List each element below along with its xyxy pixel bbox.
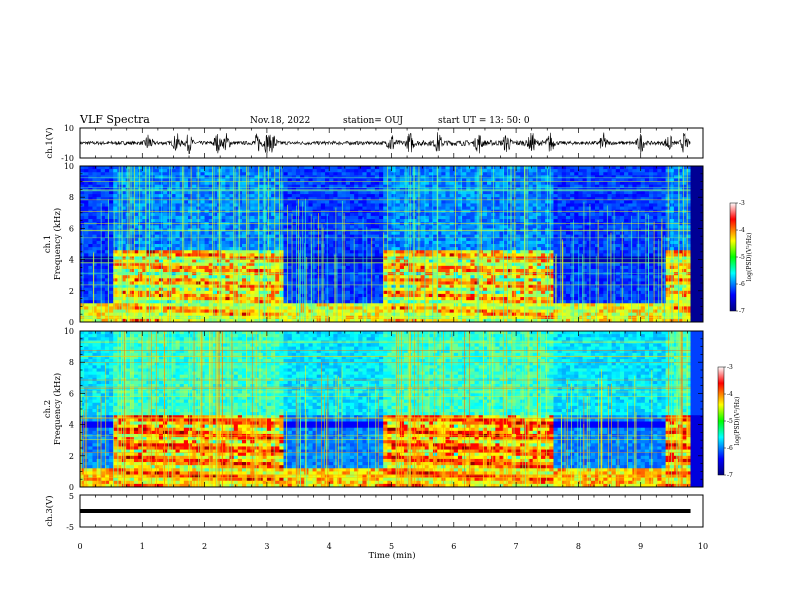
figure-title: VLF Spectra [79,113,150,126]
frequency-tick-label: 2 [69,287,74,296]
ch1-spectrogram-panel: 0 2 4 6 8 10 ch.1 Frequency (kHz) [43,162,704,327]
time-tick-label: 3 [264,542,269,551]
start-ut-label: start UT = 13: 50: 0 [438,116,530,126]
frequency-tick-label: 4 [69,256,74,265]
ch2-colorbar-label: log(PSD)(V²/Hz) [734,397,741,446]
time-tick-label: 4 [327,542,332,551]
station-label: station= OUJ [343,116,403,126]
time-tick-label: 9 [638,542,643,551]
frequency-tick-label: 8 [69,193,74,202]
frequency-tick-label: 10 [64,327,74,336]
ch3-wave-ytick-top: 5 [69,492,74,501]
colorbar-tick-label: -4 [739,227,745,234]
ch3-wave-ylabel: ch.3(V) [44,495,55,526]
time-tick-label: 1 [140,542,145,551]
colorbar-tick-label: -7 [739,308,745,315]
time-tick-label: 5 [389,542,394,551]
ch1-waveform-line [79,132,691,155]
colorbar-tick-label: -7 [727,472,733,479]
colorbar-tick-label: -3 [739,200,745,207]
ch2-spectrogram-panel: 0 2 4 6 8 10 ch.2 Frequency (kHz) [43,327,704,492]
time-axis: 0 1 2 3 4 5 6 7 8 9 10 [77,128,708,551]
date-label: Nov.18, 2022 [250,116,310,126]
ch2-spec-ylabel-frequency: Frequency (kHz) [52,373,63,445]
frequency-tick-label: 8 [69,358,74,367]
ch2-spectrogram-image [80,331,703,487]
time-tick-label: 8 [576,542,581,551]
frequency-tick-label: 10 [64,162,74,171]
ch3-wave-ytick-bottom: -5 [66,523,74,532]
colorbar-tick-label: -6 [727,445,733,452]
colorbar-tick-label: -5 [739,254,745,261]
frequency-tick-label: 4 [69,421,74,430]
ch1-wave-ytick-top: 10 [64,124,74,133]
ch1-colorbar-label: log(PSD)(V²/Hz) [746,233,753,282]
ch1-colorbar: -3 -4 -5 -6 -7 log(PSD)(V²/Hz) [729,200,753,315]
ch1-spec-ylabel-frequency: Frequency (kHz) [52,208,63,280]
frequency-tick-label: 0 [69,483,74,492]
colorbar-tick-label: -3 [727,364,733,371]
time-tick-label: 7 [514,542,519,551]
time-tick-label: 6 [451,542,456,551]
ch1-wave-ylabel: ch.1(V) [44,127,55,158]
time-tick-label: 10 [698,542,708,551]
ch2-spec-ylabel-channel: ch.2 [43,400,53,418]
time-axis-label: Time (min) [368,550,415,561]
ch2-colorbar: -3 -4 -5 -6 -7 log(PSD)(V²/Hz) [717,364,741,479]
ch1-wave-ytick-bottom: -10 [61,154,74,163]
colorbar-tick-label: -4 [727,391,733,398]
frequency-tick-label: 6 [69,224,74,233]
frequency-tick-label: 0 [69,318,74,327]
frequency-tick-label: 2 [69,452,74,461]
colorbar-tick-label: -5 [727,418,733,425]
time-tick-label: 0 [77,542,82,551]
ch1-spec-ylabel-channel: ch.1 [43,235,53,253]
time-tick-label: 2 [202,542,207,551]
colorbar-tick-label: -6 [739,281,745,288]
ch1-spectrogram-image [80,166,703,322]
ch3-waveform-panel: 5 -5 ch.3(V) [44,492,704,532]
frequency-tick-label: 6 [69,389,74,398]
ch1-waveform-panel: 10 -10 ch.1(V) [44,124,704,163]
